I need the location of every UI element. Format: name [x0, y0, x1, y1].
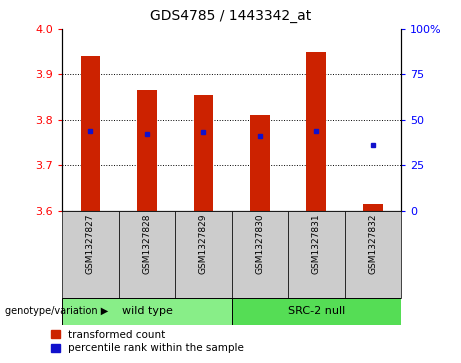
Text: GSM1327830: GSM1327830 [255, 213, 265, 274]
Text: wild type: wild type [122, 306, 172, 316]
Text: GDS4785 / 1443342_at: GDS4785 / 1443342_at [150, 9, 311, 23]
Text: GSM1327828: GSM1327828 [142, 213, 152, 274]
Text: genotype/variation ▶: genotype/variation ▶ [5, 306, 108, 316]
Bar [175, 211, 231, 298]
Bar [81, 56, 100, 211]
Bar [363, 204, 383, 211]
Legend: transformed count, percentile rank within the sample: transformed count, percentile rank withi… [51, 330, 244, 353]
Bar [250, 115, 270, 211]
Bar [344, 211, 401, 298]
Text: GSM1327832: GSM1327832 [368, 213, 378, 274]
Text: GSM1327829: GSM1327829 [199, 213, 208, 274]
Bar [62, 298, 231, 325]
Bar [231, 211, 288, 298]
Text: SRC-2 null: SRC-2 null [288, 306, 345, 316]
Bar [62, 211, 118, 298]
Bar [288, 211, 344, 298]
Bar [137, 90, 157, 211]
Bar [194, 95, 213, 211]
Bar [307, 52, 326, 211]
Bar [118, 211, 175, 298]
Text: GSM1327831: GSM1327831 [312, 213, 321, 274]
Text: GSM1327827: GSM1327827 [86, 213, 95, 274]
Bar [231, 298, 401, 325]
